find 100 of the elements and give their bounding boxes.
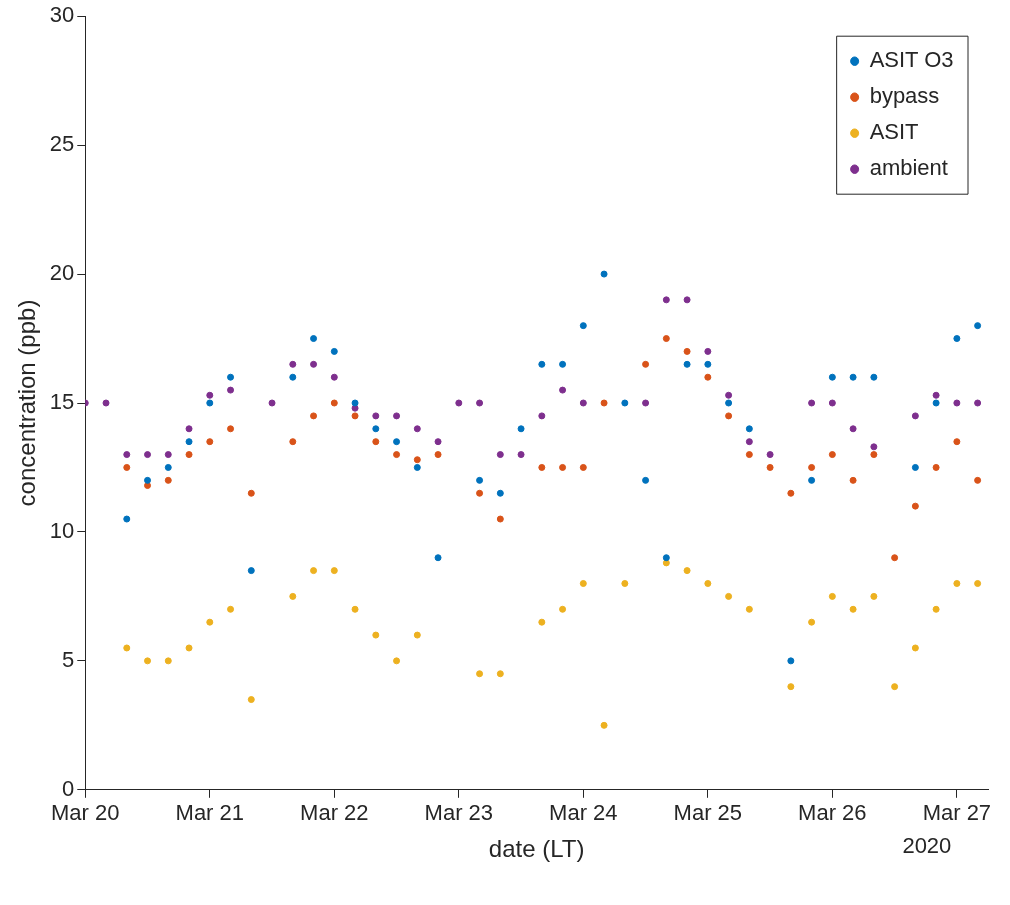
point [496, 451, 504, 459]
point [289, 592, 297, 600]
point [683, 347, 691, 355]
point [227, 425, 235, 433]
x-axis-title: date (LT) [488, 835, 585, 863]
point [247, 696, 255, 704]
point [579, 580, 587, 588]
point [310, 567, 318, 575]
x-tick-label: Mar 20 [51, 800, 120, 826]
point [351, 399, 359, 407]
point [974, 580, 982, 588]
point [538, 360, 546, 368]
point [330, 373, 338, 381]
point [808, 463, 816, 471]
text: 2020 [902, 832, 952, 858]
point [123, 463, 131, 471]
point [662, 335, 670, 343]
x-tick-label: Mar 27 [922, 800, 992, 826]
point [662, 554, 670, 562]
y-tick-label: 5 [62, 646, 75, 672]
point [683, 296, 691, 304]
point [559, 605, 567, 613]
point [725, 391, 733, 399]
point [330, 567, 338, 575]
point [393, 438, 401, 446]
point [849, 476, 857, 484]
point [891, 683, 899, 691]
legend-label: ASIT O3 [869, 47, 954, 73]
point [808, 618, 816, 626]
point [455, 399, 463, 407]
point [932, 391, 940, 399]
point [393, 657, 401, 665]
point [849, 425, 857, 433]
point [372, 438, 380, 446]
point [496, 515, 504, 523]
y-tick-label: 30 [49, 2, 75, 28]
y-axis-title: concentration (ppb) [13, 299, 41, 507]
point [828, 399, 836, 407]
point [953, 399, 961, 407]
point [870, 592, 878, 600]
x-tick-label: Mar 26 [798, 800, 867, 826]
point [787, 489, 795, 497]
y-tick-label: 25 [49, 131, 75, 157]
legend-label: ambient [869, 155, 948, 181]
point [642, 360, 650, 368]
point [704, 347, 712, 355]
point [953, 335, 961, 343]
point [828, 592, 836, 600]
x-tick-label: Mar 21 [175, 800, 245, 826]
point [932, 399, 940, 407]
point [538, 463, 546, 471]
point [393, 451, 401, 459]
x-tick-label: Mar 22 [300, 800, 369, 826]
point [372, 425, 380, 433]
point [206, 438, 214, 446]
point [185, 451, 193, 459]
point [123, 451, 131, 459]
point [330, 399, 338, 407]
point [891, 554, 899, 562]
point [745, 438, 753, 446]
y-tick-label: 20 [49, 260, 75, 286]
point [579, 322, 587, 330]
point [393, 412, 401, 420]
point [476, 489, 484, 497]
point [517, 425, 525, 433]
point [496, 670, 504, 678]
point [559, 386, 567, 394]
point [911, 644, 919, 652]
point [974, 399, 982, 407]
point [642, 476, 650, 484]
point [144, 451, 152, 459]
point [330, 347, 338, 355]
point [185, 644, 193, 652]
point [683, 360, 691, 368]
point [662, 296, 670, 304]
point [413, 631, 421, 639]
point [247, 567, 255, 575]
point [745, 425, 753, 433]
point [808, 476, 816, 484]
x-tick-label: Mar 23 [424, 800, 494, 826]
point [206, 391, 214, 399]
point [206, 399, 214, 407]
point [849, 605, 857, 613]
point [642, 399, 650, 407]
point [185, 438, 193, 446]
point [559, 463, 567, 471]
point [932, 463, 940, 471]
point [704, 373, 712, 381]
point [870, 373, 878, 381]
point [144, 476, 152, 484]
point [413, 425, 421, 433]
point [372, 412, 380, 420]
point [828, 373, 836, 381]
point [725, 592, 733, 600]
point [227, 373, 235, 381]
point [310, 412, 318, 420]
point [953, 580, 961, 588]
y-tick-label: 0 [62, 775, 75, 801]
y-tick-label: 15 [49, 389, 75, 415]
point [704, 580, 712, 588]
